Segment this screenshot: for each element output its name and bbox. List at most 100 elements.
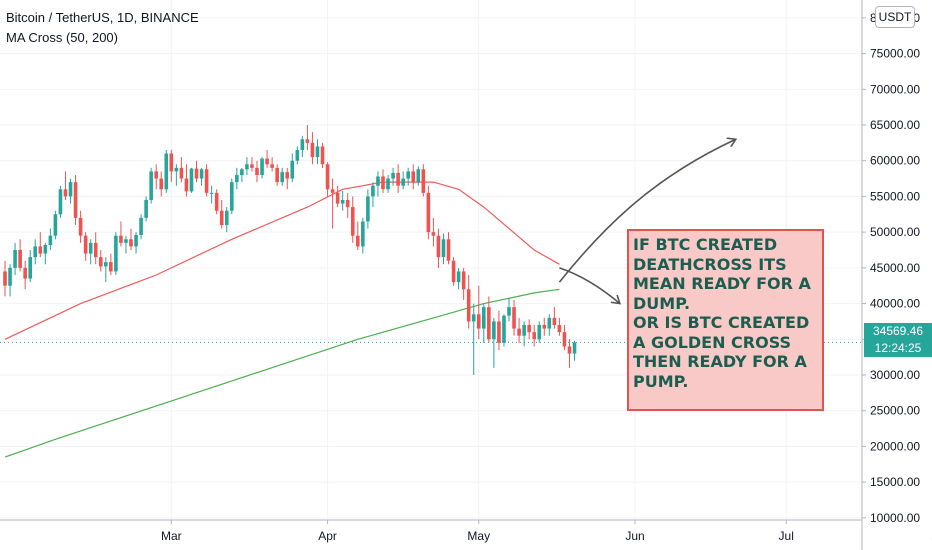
candle-body bbox=[456, 271, 461, 283]
candle-body bbox=[512, 307, 516, 329]
y-tick-label: 10000.00 bbox=[870, 511, 920, 525]
candle-body bbox=[78, 217, 83, 236]
candle-body bbox=[557, 325, 562, 333]
y-tick-label: 55000.00 bbox=[870, 189, 920, 203]
candle-body bbox=[305, 139, 310, 143]
indicator-label[interactable]: MA Cross (50, 200) bbox=[6, 30, 118, 45]
currency-button[interactable]: USDT bbox=[875, 6, 915, 28]
candle-body bbox=[23, 267, 27, 279]
candle-body bbox=[280, 172, 284, 183]
candle-body bbox=[431, 232, 436, 236]
y-tick-label: 75000.00 bbox=[870, 47, 920, 61]
candle-body bbox=[517, 328, 521, 336]
candle-body bbox=[93, 242, 98, 258]
candle-body bbox=[356, 235, 360, 247]
candle-body bbox=[250, 164, 254, 168]
candle-body bbox=[224, 210, 229, 225]
candle-body bbox=[350, 207, 355, 236]
candle-body bbox=[204, 169, 209, 193]
candle-body bbox=[53, 214, 58, 236]
candle-body bbox=[406, 171, 410, 179]
candle-body bbox=[3, 271, 7, 286]
candle-body bbox=[144, 200, 148, 218]
candle-body bbox=[169, 153, 174, 172]
candle-body bbox=[391, 172, 395, 179]
candle-body bbox=[396, 172, 400, 186]
y-tick-label: 45000.00 bbox=[870, 261, 920, 275]
candle-body bbox=[104, 262, 108, 267]
y-tick-label: 30000.00 bbox=[870, 368, 920, 382]
arrow-up-pump bbox=[558, 139, 735, 283]
candle-body bbox=[194, 168, 199, 179]
candle-body bbox=[245, 164, 249, 170]
candle-body bbox=[340, 200, 345, 204]
candle-body bbox=[532, 332, 536, 340]
candle-body bbox=[371, 185, 375, 197]
y-tick-label: 70000.00 bbox=[870, 82, 920, 96]
candle-body bbox=[119, 235, 123, 243]
candle-body bbox=[502, 315, 506, 343]
candle-body bbox=[134, 235, 138, 247]
ma200-line bbox=[4, 288, 560, 458]
candle-body bbox=[497, 321, 501, 343]
candle-body bbox=[466, 289, 471, 322]
candle-body bbox=[421, 169, 426, 193]
last-price-tag: 34569.46 12:24:25 bbox=[864, 323, 932, 357]
y-tick-label: 50000.00 bbox=[870, 225, 920, 239]
candle-body bbox=[255, 167, 259, 175]
candle-body bbox=[33, 246, 38, 258]
candle-body bbox=[184, 178, 189, 192]
candle-body bbox=[482, 307, 486, 329]
x-tick-label: May bbox=[467, 529, 490, 543]
candle-body bbox=[330, 189, 335, 193]
candle-body bbox=[219, 210, 224, 225]
candle-body bbox=[567, 346, 572, 354]
candle-body bbox=[552, 317, 557, 325]
y-tick-label: 60000.00 bbox=[870, 154, 920, 168]
candle-body bbox=[572, 342, 577, 354]
candle-body bbox=[426, 192, 431, 233]
candle-body bbox=[547, 317, 552, 329]
ma50-layer bbox=[4, 181, 560, 340]
y-tick-label: 40000.00 bbox=[870, 297, 920, 311]
candle-body bbox=[290, 160, 295, 179]
candle-body bbox=[48, 235, 53, 245]
candle-body bbox=[275, 167, 279, 183]
candle-body bbox=[189, 168, 194, 192]
candle-body bbox=[38, 246, 43, 254]
candle-body bbox=[83, 235, 88, 254]
candle-body bbox=[124, 239, 128, 243]
candle-body bbox=[230, 182, 234, 211]
candle-body bbox=[174, 167, 179, 172]
candle-body bbox=[461, 271, 466, 290]
candle-body bbox=[451, 260, 456, 283]
candle-body bbox=[109, 262, 113, 272]
candle-body bbox=[542, 325, 547, 329]
drawing-arrows bbox=[558, 139, 735, 304]
candle-body bbox=[411, 171, 416, 183]
annotation-box[interactable]: IF BTC CREATED DEATHCROSS ITS MEAN READY… bbox=[627, 229, 824, 411]
candle-body bbox=[300, 139, 305, 150]
last-price-value: 34569.46 bbox=[872, 324, 924, 338]
candle-body bbox=[436, 235, 441, 258]
candle-body bbox=[487, 307, 491, 340]
candle-body bbox=[562, 332, 567, 347]
y-tick-label: 25000.00 bbox=[870, 404, 920, 418]
symbol-title[interactable]: Bitcoin / TetherUS, 1D, BINANCE bbox=[6, 10, 199, 25]
arrow-down-dump bbox=[559, 267, 619, 304]
candle-body bbox=[492, 321, 496, 340]
candle-body bbox=[471, 314, 476, 322]
candle-body bbox=[209, 192, 214, 194]
candle-body bbox=[139, 217, 143, 235]
candle-body bbox=[114, 235, 118, 272]
x-tick-label: Jun bbox=[625, 529, 644, 543]
candle-body bbox=[199, 169, 204, 179]
candle-body bbox=[235, 175, 239, 183]
x-tick-label: Jul bbox=[779, 529, 794, 543]
ma50-line bbox=[4, 181, 560, 340]
chart-legend: Bitcoin / TetherUS, 1D, BINANCE MA Cross… bbox=[6, 8, 199, 48]
candle-body bbox=[129, 239, 133, 247]
candle-body bbox=[325, 164, 330, 190]
candles bbox=[3, 125, 577, 375]
